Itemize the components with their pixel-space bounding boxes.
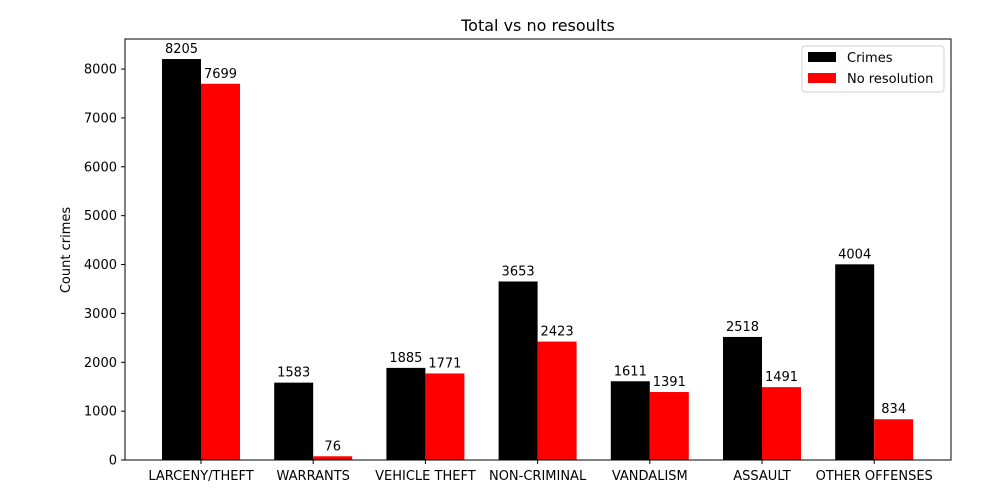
y-axis: 0 1000 2000 3000 4000 5000 6000 7000 8000	[84, 63, 125, 469]
legend: Crimes No resolution	[801, 45, 945, 93]
y-tick-label: 5000	[84, 209, 117, 224]
bar-value-label: 2423	[541, 325, 574, 340]
bar-value-label: 1391	[653, 375, 686, 390]
bar-no-resolution	[313, 456, 353, 460]
bar-crimes	[274, 382, 314, 460]
legend-label-no-resolution: No resolution	[847, 72, 933, 87]
plot-frame	[124, 38, 952, 461]
bar-value-label: 834	[881, 402, 906, 417]
y-tick-label: 8000	[84, 63, 117, 78]
x-tick-label: VEHICLE THEFT	[375, 469, 476, 484]
x-axis: LARCENY/THEFT WARRANTS VEHICLE THEFT NON-CR…	[148, 460, 933, 484]
bar-crimes	[162, 59, 201, 461]
x-tick-label: WARRANTS	[277, 469, 350, 484]
x-tick-label: ASSAULT	[733, 469, 790, 484]
bar-value-label: 2518	[726, 320, 759, 335]
bar-value-label: 1611	[614, 364, 647, 379]
y-tick-label: 3000	[84, 307, 117, 322]
bar-no-resolution	[537, 341, 577, 460]
bar-value-label: 8205	[165, 42, 198, 57]
bar-value-label: 1491	[765, 370, 798, 385]
x-tick-label: OTHER OFFENSES	[816, 469, 933, 484]
bar-no-resolution	[201, 83, 240, 461]
bar-no-resolution	[649, 392, 689, 460]
y-tick-label: 4000	[84, 258, 117, 273]
bar-value-label: 76	[324, 439, 341, 454]
bar-no-resolution	[874, 419, 914, 460]
y-tick-label: 6000	[84, 160, 117, 175]
y-tick-label: 0	[109, 454, 117, 469]
chart-title: Total vs no resoults	[460, 16, 615, 35]
bar-crimes	[723, 336, 762, 460]
bar-value-label: 4004	[838, 247, 871, 262]
y-tick-label: 1000	[84, 405, 117, 420]
bars-group	[162, 59, 914, 461]
bar-labels-group: 8205 7699 1583 76 1885 1771 3653 2423 1611 1391 25…	[165, 42, 906, 454]
bar-crimes	[610, 381, 650, 460]
bar-crimes	[835, 264, 875, 460]
legend-box	[801, 45, 945, 93]
bar-value-label: 1583	[277, 366, 310, 381]
y-tick-label: 7000	[84, 111, 117, 126]
y-axis-label: Count crimes	[59, 207, 74, 294]
bar-value-label: 7699	[204, 67, 237, 82]
bar-no-resolution	[425, 373, 465, 460]
legend-label-crimes: Crimes	[847, 51, 893, 66]
x-tick-label: LARCENY/THEFT	[148, 469, 253, 484]
y-tick-label: 2000	[84, 356, 117, 371]
bar-no-resolution	[762, 387, 801, 460]
bar-crimes	[386, 367, 426, 460]
legend-swatch-no-resolution	[808, 73, 836, 83]
x-tick-label: VANDALISM	[612, 469, 688, 484]
x-tick-label: NON-CRIMINAL	[489, 469, 587, 484]
legend-swatch-crimes	[808, 52, 836, 62]
bar-value-label: 3653	[502, 264, 535, 279]
bar-value-label: 1885	[389, 351, 422, 366]
bar-crimes	[498, 281, 538, 460]
bar-value-label: 1771	[428, 356, 461, 371]
